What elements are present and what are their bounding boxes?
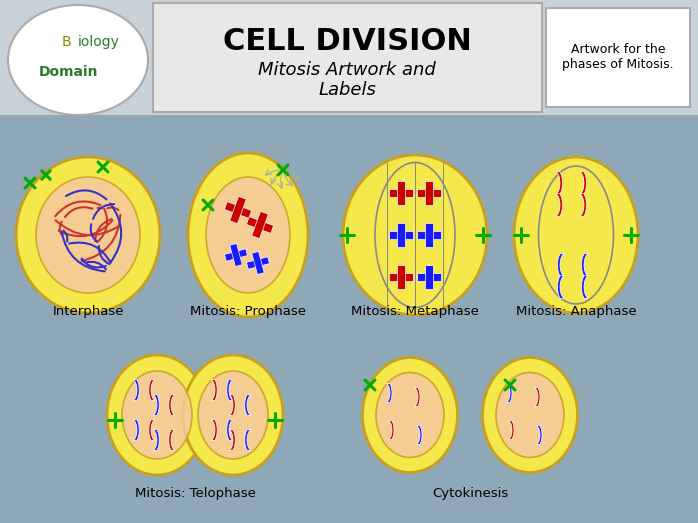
Polygon shape (389, 189, 413, 197)
Polygon shape (558, 276, 564, 298)
Polygon shape (580, 194, 586, 217)
Text: CELL DIVISION: CELL DIVISION (223, 28, 471, 56)
Ellipse shape (198, 371, 268, 459)
Text: Mitosis: Anaphase: Mitosis: Anaphase (516, 305, 637, 318)
Polygon shape (417, 273, 441, 281)
FancyBboxPatch shape (153, 3, 542, 112)
Polygon shape (149, 419, 155, 440)
Polygon shape (581, 276, 588, 298)
Ellipse shape (183, 355, 283, 475)
Polygon shape (225, 249, 248, 262)
Polygon shape (149, 380, 155, 400)
Ellipse shape (36, 177, 140, 293)
Ellipse shape (16, 157, 160, 313)
Polygon shape (169, 395, 174, 415)
Polygon shape (397, 181, 405, 205)
Polygon shape (230, 430, 235, 450)
Polygon shape (230, 244, 242, 267)
Polygon shape (211, 419, 217, 440)
Text: iology: iology (78, 35, 120, 49)
Polygon shape (211, 380, 217, 400)
Text: Mitosis: Prophase: Mitosis: Prophase (190, 305, 306, 318)
Text: Mitosis Artwork and
Labels: Mitosis Artwork and Labels (258, 61, 436, 99)
Polygon shape (389, 420, 394, 439)
Polygon shape (507, 383, 512, 402)
Polygon shape (227, 419, 232, 440)
Polygon shape (425, 223, 433, 247)
Polygon shape (246, 217, 274, 233)
Polygon shape (417, 189, 441, 197)
Polygon shape (556, 194, 563, 217)
Ellipse shape (362, 358, 457, 472)
Text: Interphase: Interphase (52, 305, 124, 318)
Polygon shape (425, 181, 433, 205)
Polygon shape (425, 265, 433, 289)
Ellipse shape (107, 355, 207, 475)
Text: B: B (62, 35, 72, 49)
Polygon shape (535, 388, 540, 406)
Ellipse shape (206, 177, 290, 293)
Polygon shape (133, 380, 139, 400)
Ellipse shape (188, 153, 308, 317)
Polygon shape (230, 395, 235, 415)
Polygon shape (154, 395, 159, 415)
Text: Domain: Domain (38, 65, 98, 79)
Text: Cytokinesis: Cytokinesis (432, 487, 508, 500)
Polygon shape (246, 257, 269, 269)
Ellipse shape (482, 358, 577, 472)
Polygon shape (417, 426, 422, 445)
Polygon shape (397, 265, 405, 289)
Polygon shape (227, 380, 232, 400)
Polygon shape (580, 172, 586, 194)
Polygon shape (245, 395, 251, 415)
Polygon shape (252, 252, 265, 275)
Polygon shape (169, 430, 174, 450)
Polygon shape (509, 420, 514, 439)
Polygon shape (397, 223, 405, 247)
Polygon shape (252, 211, 268, 238)
Ellipse shape (496, 372, 564, 458)
Polygon shape (558, 254, 564, 276)
Ellipse shape (376, 372, 444, 458)
Polygon shape (415, 388, 420, 406)
Polygon shape (556, 172, 563, 194)
Polygon shape (245, 430, 251, 450)
Polygon shape (389, 273, 413, 281)
Ellipse shape (514, 157, 638, 313)
Polygon shape (230, 196, 246, 224)
Polygon shape (537, 426, 542, 445)
Polygon shape (154, 430, 159, 450)
FancyBboxPatch shape (546, 8, 690, 107)
Polygon shape (387, 383, 392, 402)
Polygon shape (581, 254, 588, 276)
Text: Mitosis: Metaphase: Mitosis: Metaphase (351, 305, 479, 318)
Polygon shape (417, 231, 441, 239)
Polygon shape (389, 231, 413, 239)
Polygon shape (133, 419, 139, 440)
Ellipse shape (343, 155, 487, 315)
Ellipse shape (122, 371, 192, 459)
Text: Mitosis: Telophase: Mitosis: Telophase (135, 487, 255, 500)
Polygon shape (224, 202, 252, 219)
Ellipse shape (8, 5, 148, 115)
FancyBboxPatch shape (0, 0, 698, 115)
Text: Artwork for the
phases of Mitosis.: Artwork for the phases of Mitosis. (562, 43, 674, 71)
